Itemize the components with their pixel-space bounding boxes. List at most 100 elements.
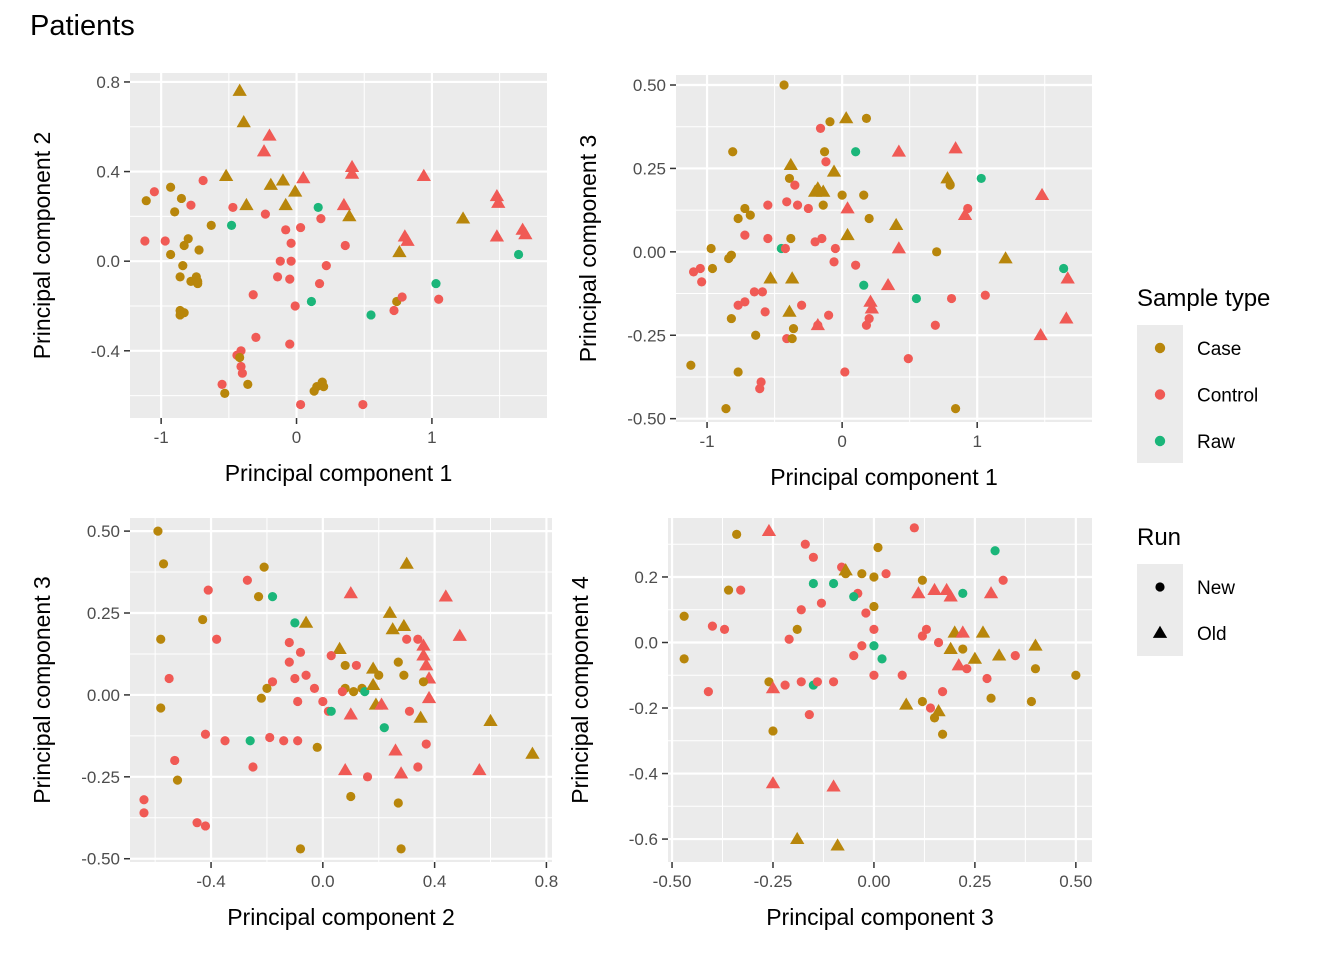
point-control-new <box>284 657 294 667</box>
point-case-old <box>991 648 1007 661</box>
point-case-new <box>937 729 948 739</box>
point-case-old <box>298 615 314 628</box>
x-tick-label: 1 <box>972 432 981 451</box>
point-case-old <box>365 661 381 674</box>
point-control-new <box>881 569 891 579</box>
y-tick-label: -0.4 <box>91 342 120 361</box>
point-control-new <box>413 762 423 772</box>
point-control-old <box>393 766 409 779</box>
point-control-old <box>891 241 907 254</box>
point-case-new <box>733 213 743 224</box>
point-case-old <box>967 651 983 664</box>
point-control-new <box>800 539 810 549</box>
point-control-old <box>1034 187 1050 201</box>
x-tick-label: -0.50 <box>653 872 692 891</box>
point-case-new <box>788 323 799 334</box>
point-control-old <box>256 144 272 157</box>
point-control-new <box>829 257 839 267</box>
point-case-old <box>236 115 251 128</box>
y-axis-title: Principal component 3 <box>29 576 55 804</box>
point-control-new <box>281 225 291 235</box>
point-control-new <box>260 209 270 219</box>
point-control-new <box>804 709 814 720</box>
point-control-new <box>703 687 713 697</box>
point-control-new <box>792 200 803 210</box>
point-control-old <box>891 144 907 157</box>
point-case-new <box>721 404 731 414</box>
y-tick-label: 0.0 <box>96 252 120 271</box>
point-case-new <box>340 660 350 671</box>
point-control-new <box>749 287 759 297</box>
point-case-new <box>156 634 166 644</box>
point-case-old <box>399 556 414 569</box>
point-case-new <box>172 775 183 785</box>
point-case-old <box>525 746 540 759</box>
point-raw-new <box>245 736 255 746</box>
point-control-new <box>318 696 328 707</box>
point-control-new <box>186 200 196 210</box>
point-raw-new <box>849 592 859 602</box>
point-control-new <box>962 664 972 674</box>
point-control-old <box>864 301 879 314</box>
point-control-new <box>286 238 296 248</box>
point-raw-new <box>306 296 317 307</box>
point-control-new <box>293 736 303 746</box>
point-control-new <box>404 706 415 716</box>
point-control-new <box>695 263 705 274</box>
point-control-old <box>1060 271 1075 284</box>
y-tick-label: 0.25 <box>87 604 120 623</box>
point-case-new <box>206 220 216 230</box>
point-case-new <box>312 742 322 752</box>
point-case-old <box>275 173 291 186</box>
panel-background <box>668 518 1092 862</box>
point-raw-new <box>859 280 869 290</box>
point-control-new <box>869 624 879 634</box>
y-tick-label: 0.00 <box>633 243 666 262</box>
point-control-new <box>760 307 770 317</box>
point-control-old <box>840 201 855 214</box>
point-control-new <box>351 660 361 671</box>
point-control-new <box>857 641 867 651</box>
point-case-new <box>1030 664 1041 674</box>
point-case-old <box>342 209 357 222</box>
point-control-new <box>921 624 932 634</box>
point-control-old <box>338 763 353 776</box>
point-control-old <box>416 638 431 651</box>
legend-label-case: Case <box>1197 339 1241 360</box>
point-control-old <box>1033 327 1048 341</box>
point-control-new <box>198 175 208 186</box>
point-control-new <box>930 320 940 330</box>
point-control-new <box>397 292 407 302</box>
point-control-new <box>840 367 850 377</box>
point-case-old <box>1028 638 1043 651</box>
y-tick-label: 0.0 <box>634 633 658 652</box>
y-axis-title: Principal component 4 <box>567 576 593 804</box>
legend-sample-type: Sample type Case Control Raw <box>1137 285 1270 463</box>
point-control-new <box>217 379 227 389</box>
point-raw-new <box>808 578 818 589</box>
point-control-new <box>817 233 827 244</box>
chart-title: Patients <box>30 10 135 42</box>
point-control-new <box>937 687 948 697</box>
point-control-new <box>998 575 1008 585</box>
point-case-old <box>826 164 842 177</box>
point-control-new <box>295 222 306 233</box>
point-control-old <box>388 743 403 756</box>
x-axis-title: Principal component 3 <box>766 904 994 930</box>
point-raw-new <box>911 293 922 304</box>
point-control-new <box>797 300 807 310</box>
point-control-old <box>810 317 825 331</box>
point-control-old <box>761 523 777 537</box>
point-case-new <box>220 388 230 398</box>
y-tick-label: -0.25 <box>627 326 666 345</box>
point-case-new <box>945 180 955 190</box>
point-control-old <box>344 159 360 173</box>
point-control-new <box>982 673 992 684</box>
point-control-new <box>337 687 347 697</box>
point-case-old <box>940 171 955 184</box>
point-case-new <box>418 677 429 687</box>
legend-key-background <box>1137 564 1183 656</box>
panel-background <box>676 75 1092 422</box>
point-case-new <box>175 310 185 320</box>
y-tick-label: -0.50 <box>81 850 120 869</box>
